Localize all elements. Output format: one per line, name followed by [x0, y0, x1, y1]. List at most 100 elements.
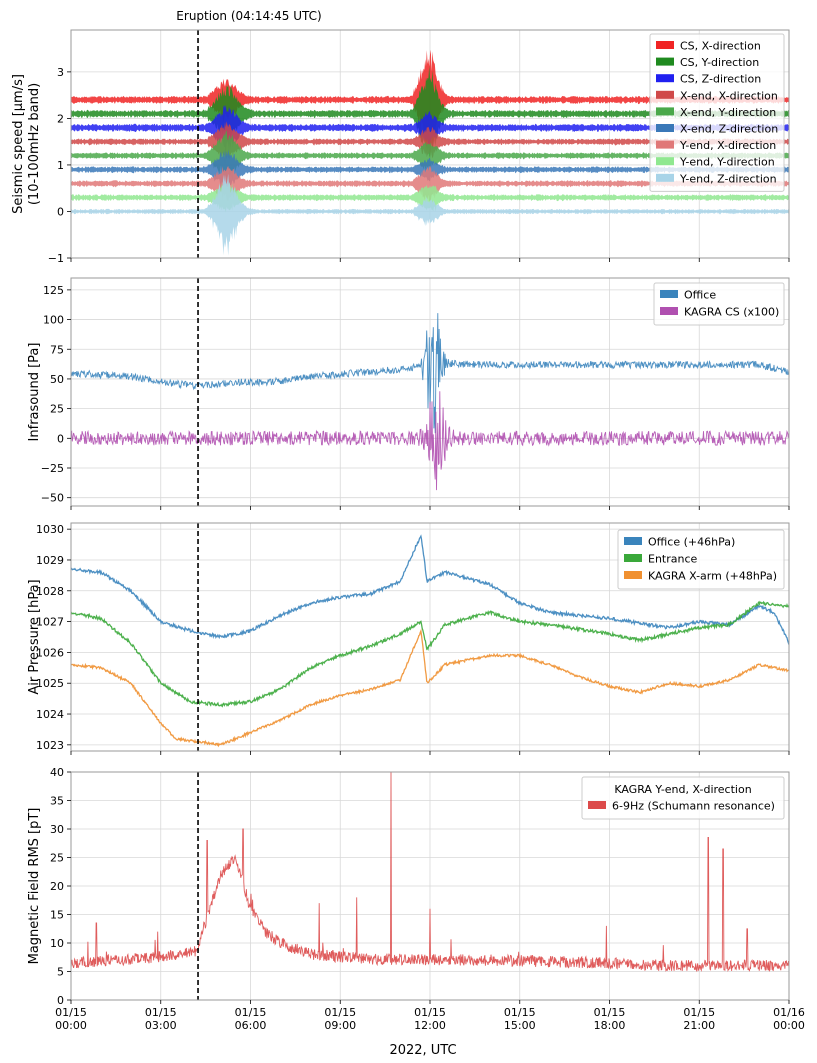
plot-area-pressure	[71, 534, 789, 748]
legend-swatch	[588, 801, 606, 809]
legend-swatch	[624, 537, 642, 545]
series-office-46hpa-	[71, 534, 789, 645]
y-tick-label: −25	[41, 462, 64, 475]
legend-seismic: CS, X-direction CS, Y-direction CS, Z-dire…	[649, 33, 785, 192]
legend-swatch	[656, 107, 674, 116]
y-axis-label: Seismic speed [μm/s]	[11, 74, 26, 214]
legend-swatch	[660, 290, 678, 298]
y-tick-label: 1029	[36, 554, 64, 567]
legend-entry: KAGRA CS (x100)	[684, 306, 779, 319]
y-axis-label: Magnetic Field RMS [pT]	[27, 808, 42, 965]
panel-magnetic: 051015202530354001/1500:0001/1503:0001/1…	[27, 766, 805, 1032]
legend-entry: Y-end, X-direction	[679, 139, 776, 152]
y-tick-label: 15	[50, 909, 64, 922]
panel-pressure: 1023 1024 1025 1026 1027 1028 1029 1030 Air Pres…	[27, 522, 790, 755]
legend-swatch	[656, 157, 674, 166]
eruption-label: Eruption (04:14:45 UTC)	[176, 9, 321, 23]
y-tick-label: 1025	[36, 677, 64, 690]
y-tick-label: 30	[50, 823, 64, 836]
legend-entry: CS, Y-direction	[680, 56, 759, 69]
legend-swatch	[656, 90, 674, 99]
x-tick-time: 15:00	[504, 1019, 536, 1032]
series-entrance	[71, 600, 789, 708]
x-tick-date: 01/15	[55, 1006, 87, 1019]
y-tick-label: 50	[50, 373, 64, 386]
series-y-end-y-direction	[71, 181, 789, 213]
series-y-end-z-direction	[71, 173, 789, 256]
legend-entry: X-end, X-direction	[680, 89, 778, 102]
y-tick-label: 1	[57, 159, 64, 172]
y-tick-label: 1030	[36, 523, 64, 536]
legend-entry: Entrance	[648, 553, 698, 566]
legend-swatch	[624, 571, 642, 579]
y-tick-label: 25	[50, 852, 64, 865]
y-tick-label: 2	[57, 112, 64, 125]
panel-infrasound: −50 −25 0 25 50 75 100 125 Infrasound [Pa] Office…	[27, 277, 790, 510]
x-tick-time: 06:00	[235, 1019, 267, 1032]
legend-swatch	[660, 307, 678, 315]
y-tick-label: 125	[43, 284, 64, 297]
legend-entry: X-end, Y-direction	[680, 106, 776, 119]
legend-box	[653, 282, 785, 326]
x-tick-time: 00:00	[773, 1019, 805, 1032]
y-tick-label: 0	[57, 205, 64, 218]
y-tick-label: 1024	[36, 708, 64, 721]
x-tick-time: 12:00	[414, 1019, 446, 1032]
x-tick-date: 01/15	[145, 1006, 177, 1019]
y-tick-label: −50	[41, 492, 64, 505]
legend-swatch	[624, 554, 642, 562]
plot-area-seismic	[71, 49, 789, 256]
y-tick-label: 40	[50, 766, 64, 779]
y-tick-label: 35	[50, 795, 64, 808]
y-tick-label: 0	[57, 994, 64, 1007]
legend-entry: X-end, Z-direction	[680, 123, 778, 136]
y-tick-label: 20	[50, 880, 64, 893]
legend-entry: CS, Z-direction	[680, 73, 761, 86]
x-tick-time: 21:00	[683, 1019, 715, 1032]
legend-swatch	[656, 173, 674, 182]
y-axis-label: Air Pressure [hPa]	[27, 579, 42, 694]
x-axis-label: 2022, UTC	[389, 1043, 456, 1058]
y-tick-label: 100	[43, 314, 64, 327]
series-cs-z-direction	[71, 104, 789, 155]
legend-infrasound: Office KAGRA CS (x100)	[653, 282, 785, 326]
y-tick-label: 1026	[36, 646, 64, 659]
y-tick-label: 10	[50, 937, 64, 950]
plot-area-infrasound	[71, 313, 789, 491]
y-tick-label: 3	[57, 66, 64, 79]
x-tick-time: 00:00	[55, 1019, 87, 1032]
y-tick-label: 75	[50, 343, 64, 356]
x-tick-date: 01/15	[414, 1006, 446, 1019]
series-kagra-x-arm-48hpa-	[71, 628, 789, 748]
y-axis-label: Infrasound [Pa]	[27, 343, 42, 442]
y-tick-label: 0	[57, 432, 64, 445]
y-tick-label: −1	[48, 252, 64, 265]
y-tick-label: 1027	[36, 616, 64, 629]
legend-box	[649, 33, 785, 192]
series-cs-y-direction	[71, 66, 789, 159]
series-y-end-x-direction	[71, 165, 789, 202]
legend-swatch	[656, 124, 674, 132]
y-tick-label: 5	[57, 966, 64, 979]
x-tick-date: 01/15	[594, 1006, 626, 1019]
legend-swatch	[656, 140, 674, 149]
legend-magnetic: KAGRA Y-end, X-direction 6-9Hz (Schumann …	[581, 776, 785, 820]
x-tick-date: 01/15	[504, 1006, 536, 1019]
series-6-9hz-schumann-resonance-	[71, 772, 789, 973]
x-tick-date: 01/15	[324, 1006, 356, 1019]
plot-area-magnetic	[71, 772, 789, 973]
y-tick-label: 25	[50, 403, 64, 416]
x-tick-time: 18:00	[594, 1019, 626, 1032]
x-tick-date: 01/15	[683, 1006, 715, 1019]
legend-entry: 6-9Hz (Schumann resonance)	[612, 800, 775, 813]
legend-entry: CS, X-direction	[680, 40, 761, 53]
panels: −1 0 1 2 3 Seismic speed [μm/s] (10-100mHz ban…	[11, 29, 805, 1032]
y-tick-label: 1023	[36, 739, 64, 752]
legend-box	[581, 776, 785, 820]
legend-title: KAGRA Y-end, X-direction	[614, 783, 751, 796]
legend-swatch	[656, 41, 674, 49]
series-kagra-cs-x100-	[71, 391, 789, 491]
legend-swatch	[656, 57, 674, 66]
legend-entry: Office	[684, 289, 716, 302]
